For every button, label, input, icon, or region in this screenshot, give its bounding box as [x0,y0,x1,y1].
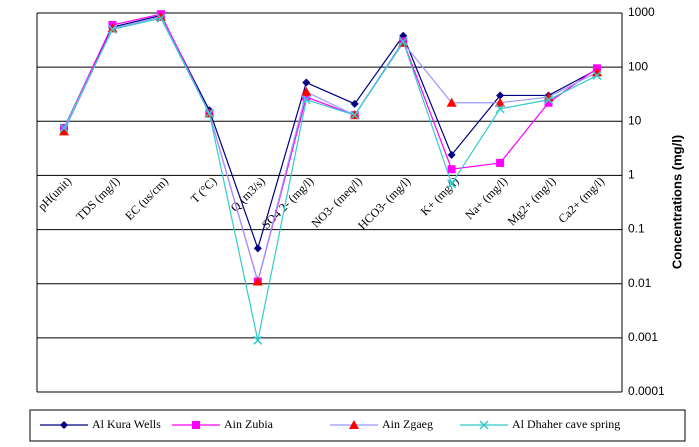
x-tick-label: EC (us/cm) [122,174,171,223]
marker [301,95,311,105]
marker [252,276,263,286]
marker [350,99,359,108]
marker [592,70,602,81]
y-tick-label: 0.1 [628,222,645,236]
marker [59,123,69,133]
marker [544,95,554,105]
marker [350,110,360,120]
x-tick-label: Ca2+ (mg/l) [555,174,607,226]
legend-label: Ain Zgaeg [382,417,433,431]
marker [447,179,457,189]
marker [446,97,457,107]
legend-label: Al Kura Wells [92,417,161,431]
marker [349,420,359,429]
y-axis-label: Concentrations (mg/l) [669,135,684,269]
marker [107,23,118,33]
marker [479,420,489,430]
marker [302,93,311,102]
marker [192,421,200,429]
x-tick-label: Na+ (mg/l) [462,174,510,222]
y-tick-label: 0.0001 [628,384,665,398]
marker [156,13,166,23]
marker [496,91,505,100]
marker [447,150,456,159]
y-tick-label: 1000 [628,5,655,19]
y-tick-label: 0.001 [628,330,658,344]
x-tick-label: T (°C) [188,174,220,206]
marker [253,335,263,345]
y-tick-label: 1 [628,168,635,182]
x-tick-label: HCO3- (mg/l) [355,174,413,232]
marker [496,158,505,167]
series-line [63,16,598,284]
marker [302,78,311,87]
marker [253,244,262,253]
legend-label: Al Dhaher cave spring [512,417,620,431]
marker [59,126,69,136]
marker [495,97,506,107]
x-tick-label: TDS (mg/l) [73,174,122,223]
x-tick-label: SO4 2- (mg/l) [259,174,317,232]
series-line [63,14,598,251]
y-tick-label: 10 [628,113,642,127]
marker [447,165,456,174]
marker [592,67,602,77]
marker [60,421,68,429]
series-line [63,17,598,341]
marker [301,86,312,96]
y-tick-label: 0.01 [628,276,652,290]
marker [204,108,214,118]
y-tick-label: 100 [628,59,648,73]
x-tick-label: pH(unit) [35,174,74,213]
legend-label: Ain Zubia [224,417,274,431]
marker [544,98,553,107]
marker [107,24,117,34]
marker [398,36,408,46]
x-tick-label: Mg2+ (mg/l) [505,174,559,228]
marker [495,104,505,114]
series-line [63,13,598,284]
